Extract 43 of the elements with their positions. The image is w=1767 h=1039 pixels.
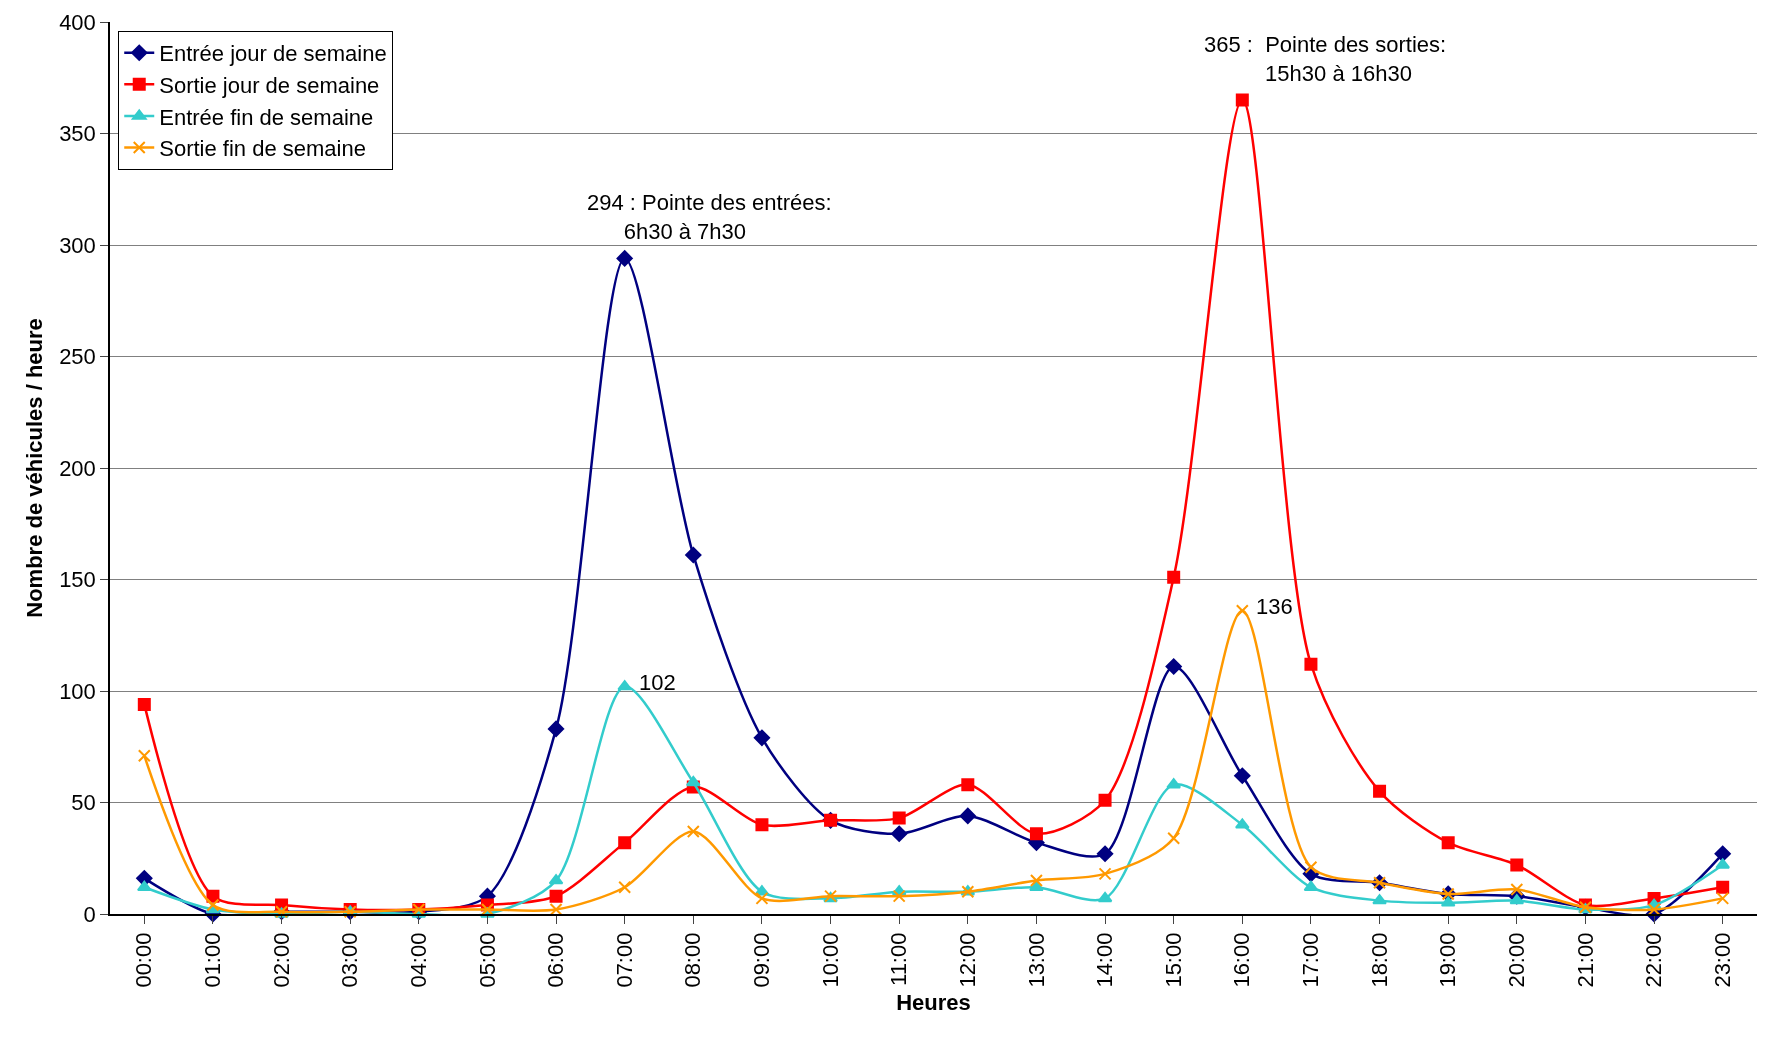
y-tick-label: 400 <box>59 9 96 35</box>
x-tick-label: 00:00 <box>131 932 157 988</box>
annotation: 102 <box>639 670 676 695</box>
legend-label: Sortie jour de semaine <box>159 72 380 98</box>
x-axis-title: Heures <box>896 990 971 1016</box>
x-tick-label: 17:00 <box>1298 932 1324 988</box>
annotation: 365 : Pointe des sorties: 15h30 à 16h30 <box>1204 32 1447 86</box>
x-tick-label: 18:00 <box>1366 932 1392 988</box>
y-tick-label: 200 <box>59 455 96 481</box>
x-tick-label: 02:00 <box>268 932 294 988</box>
x-tick-label: 12:00 <box>954 932 980 988</box>
x-tick-label: 05:00 <box>474 932 500 988</box>
x-tick-label: 21:00 <box>1572 932 1598 988</box>
annotation: 136 <box>1256 594 1293 619</box>
y-axis-title: Nombre de véhicules / heure <box>22 318 48 618</box>
y-tick-label: 50 <box>71 790 96 816</box>
x-tick-label: 08:00 <box>680 932 706 988</box>
x-tick-label: 01:00 <box>200 932 226 988</box>
annotation: 294 : Pointe des entrées: 6h30 à 7h30 <box>587 190 832 244</box>
x-tick-label: 03:00 <box>337 932 363 988</box>
x-tick-label: 11:00 <box>886 932 912 986</box>
x-tick-label: 16:00 <box>1229 932 1255 988</box>
x-tick-label: 19:00 <box>1435 932 1461 988</box>
x-tick-label: 14:00 <box>1092 932 1118 988</box>
x-tick-label: 15:00 <box>1160 932 1186 988</box>
y-tick-label: 150 <box>59 567 96 593</box>
x-tick-label: 13:00 <box>1023 932 1049 988</box>
y-tick-label: 300 <box>59 232 96 258</box>
x-tick-label: 23:00 <box>1709 932 1735 988</box>
y-tick-label: 250 <box>59 344 96 370</box>
x-tick-label: 22:00 <box>1641 932 1667 988</box>
y-tick-label: 100 <box>59 678 96 704</box>
x-tick-label: 09:00 <box>749 932 775 988</box>
y-tick-label: 350 <box>59 121 96 147</box>
x-tick-label: 06:00 <box>543 932 569 988</box>
x-tick-label: 20:00 <box>1503 932 1529 988</box>
legend-label: Sortie fin de semaine <box>159 136 366 162</box>
legend-label: Entrée jour de semaine <box>159 41 387 67</box>
x-tick-label: 04:00 <box>405 932 431 988</box>
legend-label: Entrée fin de semaine <box>159 104 374 130</box>
x-tick-label: 07:00 <box>611 932 637 988</box>
y-tick-label: 0 <box>83 901 96 927</box>
x-tick-label: 10:00 <box>817 932 843 988</box>
